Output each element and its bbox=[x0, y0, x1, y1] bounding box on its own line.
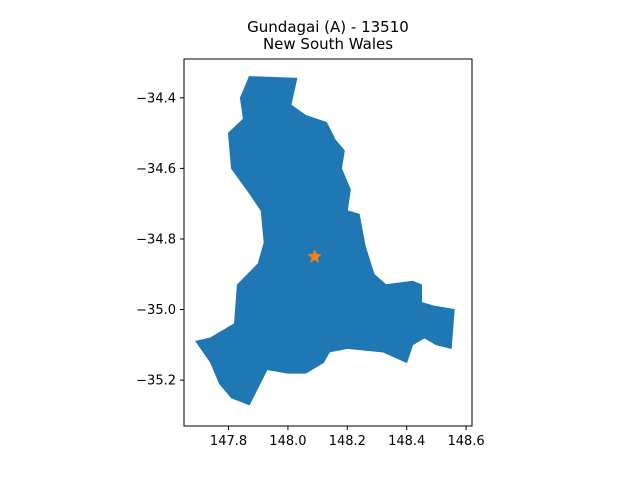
map-title-line-2: New South Wales bbox=[263, 35, 393, 53]
marker-layer bbox=[307, 249, 322, 263]
y-tick-label: −34.4 bbox=[136, 91, 176, 106]
axes-frame bbox=[183, 58, 473, 427]
y-axis: −34.4 −34.6 −34.8 −35.0 −35.2 bbox=[136, 91, 184, 389]
y-tick-label: −34.6 bbox=[136, 162, 176, 177]
x-tick-label: 147.8 bbox=[210, 434, 247, 449]
x-axis: 147.8 148.0 148.2 148.4 148.6 bbox=[210, 426, 485, 449]
region-polygon bbox=[195, 76, 455, 406]
location-star-marker bbox=[307, 249, 322, 263]
y-tick-label: −34.8 bbox=[136, 232, 176, 247]
map-plot-area bbox=[195, 76, 455, 406]
x-tick-label: 148.4 bbox=[388, 434, 425, 449]
map-title-line-1: Gundagai (A) - 13510 bbox=[247, 18, 409, 36]
y-tick-label: −35.0 bbox=[136, 303, 176, 318]
y-tick-label: −35.2 bbox=[136, 374, 176, 389]
x-tick-label: 148.2 bbox=[329, 434, 366, 449]
x-tick-label: 148.0 bbox=[269, 434, 306, 449]
x-tick-label: 148.6 bbox=[447, 434, 484, 449]
